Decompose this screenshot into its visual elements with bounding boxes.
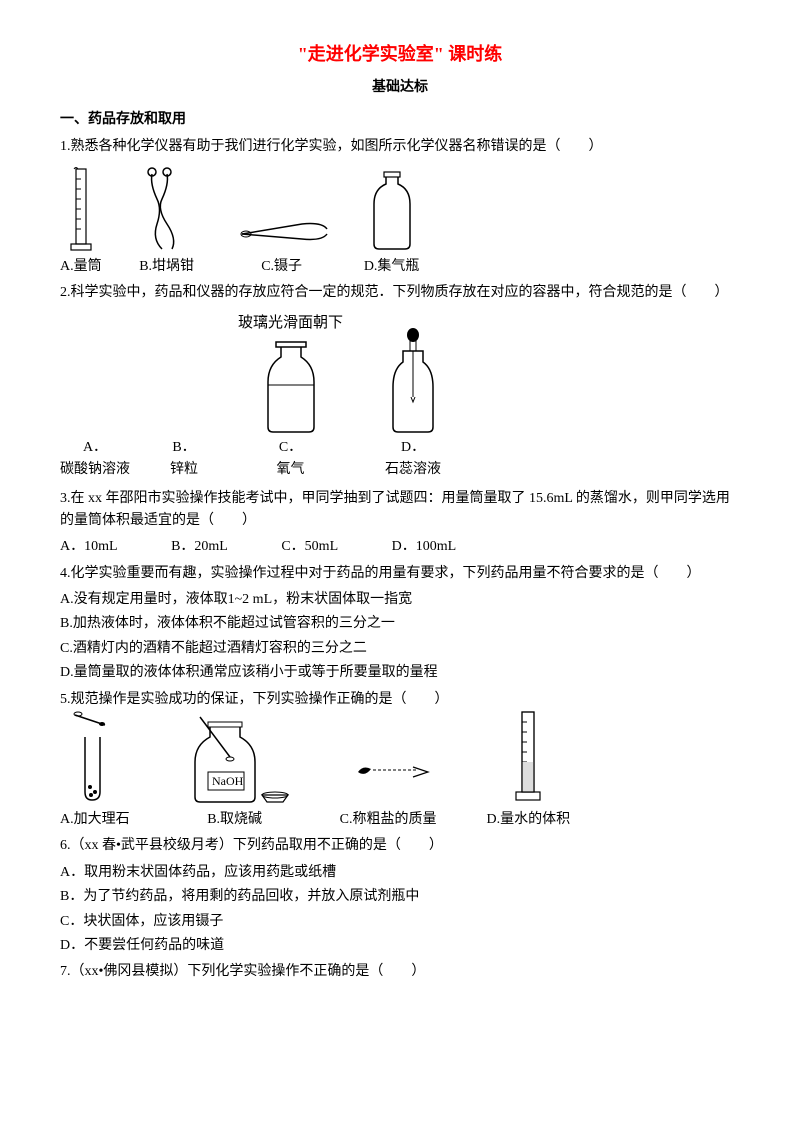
q4-b: B.加热液体时，液体体积不能超过试管容积的三分之一 <box>60 613 740 635</box>
q5-option-d: D.量水的体积 <box>486 717 570 831</box>
gas-bottle-icon <box>362 164 422 254</box>
q5-option-c: C.称粗盐的质量 <box>340 717 437 831</box>
q1-label-c: C.镊子 <box>261 256 302 278</box>
section-heading-1: 一、药品存放和取用 <box>60 109 740 131</box>
q4-c: C.酒精灯内的酒精不能超过酒精灯容积的三分之二 <box>60 638 740 660</box>
q5-options: A.加大理石 NaOH B.取烧碱 C.称粗盐的质量 <box>60 717 740 831</box>
q5-label-d: D.量水的体积 <box>486 809 570 831</box>
q2-option-b: B． 锌粒 <box>170 437 198 482</box>
page-title: "走进化学实验室" 课时练 <box>60 40 740 69</box>
q4-d: D.量筒量取的液体体积通常应该稍小于或等于所要量取的量程 <box>60 662 740 684</box>
graduated-cylinder-icon <box>66 164 96 254</box>
q7-text: 7.（xx•佛冈县模拟）下列化学实验操作不正确的是（ ） <box>60 961 740 983</box>
q5-text: 5.规范操作是实验成功的保证，下列实验操作正确的是（ ） <box>60 689 740 711</box>
svg-text:NaOH: NaOH <box>212 774 244 788</box>
q2-sub-d: 石蕊溶液 <box>385 459 441 481</box>
test-tube-marble-icon <box>70 717 120 807</box>
q2-text: 2.科学实验中，药品和仪器的存放应符合一定的规范．下列物质存放在对应的容器中，符… <box>60 282 740 304</box>
q2-sub-c: 氧气 <box>277 459 305 481</box>
tweezers-icon <box>232 164 332 254</box>
q4-text: 4.化学实验重要而有趣，实验操作过程中对于药品的用量有要求，下列药品用量不符合要… <box>60 563 740 585</box>
q5-option-a: A.加大理石 <box>60 717 130 831</box>
q6-b: B．为了节约药品，将用剩的药品回收，并放入原试剂瓶中 <box>60 886 740 908</box>
q3-opt-a: A．10mL <box>60 536 118 558</box>
balance-eye-icon <box>343 717 433 807</box>
q2-options: A． 碳酸钠溶液 B． 锌粒 玻璃光滑面朝下 C． 氧气 D． 石蕊溶液 <box>60 311 740 482</box>
q4-a: A.没有规定用量时，液体取1~2 mL，粉末状固体取一指宽 <box>60 589 740 611</box>
dropper-bottle-icon <box>383 327 443 437</box>
q5-option-b: NaOH B.取烧碱 <box>180 717 290 831</box>
q6-text: 6.（xx 春•武平县校级月考）下列药品取用不正确的是（ ） <box>60 835 740 857</box>
q1-label-b: B.坩埚钳 <box>139 256 194 278</box>
q2-option-a: A． 碳酸钠溶液 <box>60 437 130 482</box>
q3-text: 3.在 xx 年邵阳市实验操作技能考试中，甲同学抽到了试题四：用量筒量取了 15… <box>60 488 740 533</box>
q1-label-d: D.集气瓶 <box>364 256 420 278</box>
q6-d: D．不要尝任何药品的味道 <box>60 935 740 957</box>
q5-label-c: C.称粗盐的质量 <box>340 809 437 831</box>
q2-sub-b: 锌粒 <box>170 459 198 481</box>
bottle-with-glass-icon <box>256 337 326 437</box>
q6-a: A．取用粉末状固体药品，应该用药匙或纸槽 <box>60 862 740 884</box>
glass-note: 玻璃光滑面朝下 <box>238 311 343 335</box>
q2-label-c: C． <box>279 437 302 459</box>
q3-opt-d: D．100mL <box>392 536 457 558</box>
q1-options: A.量筒 B.坩埚钳 C.镊子 D <box>60 164 740 278</box>
q5-label-a: A.加大理石 <box>60 809 130 831</box>
q2-label-b: B． <box>172 437 195 459</box>
q2-option-d: D． 石蕊溶液 <box>383 327 443 482</box>
q2-option-c: 玻璃光滑面朝下 C． 氧气 <box>238 311 343 482</box>
page-subtitle: 基础达标 <box>60 77 740 99</box>
q1-option-c: C.镊子 <box>232 164 332 278</box>
q1-option-b: B.坩埚钳 <box>132 164 202 278</box>
q6-c: C．块状固体，应该用镊子 <box>60 911 740 933</box>
q5-label-b: B.取烧碱 <box>207 809 262 831</box>
q1-text: 1.熟悉各种化学仪器有助于我们进行化学实验，如图所示化学仪器名称错误的是（ ） <box>60 136 740 158</box>
naoh-bottle-icon: NaOH <box>180 717 290 807</box>
measure-volume-icon <box>508 717 548 807</box>
q3-options: A．10mL B．20mL C．50mL D．100mL <box>60 536 740 558</box>
q1-option-d: D.集气瓶 <box>362 164 422 278</box>
q2-label-d: D． <box>401 437 425 459</box>
q3-opt-c: C．50mL <box>281 536 338 558</box>
q1-option-a: A.量筒 <box>60 164 102 278</box>
q2-label-a: A． <box>83 437 107 459</box>
q2-sub-a: 碳酸钠溶液 <box>60 459 130 481</box>
crucible-tongs-icon <box>132 164 202 254</box>
q1-label-a: A.量筒 <box>60 256 102 278</box>
q3-opt-b: B．20mL <box>171 536 228 558</box>
